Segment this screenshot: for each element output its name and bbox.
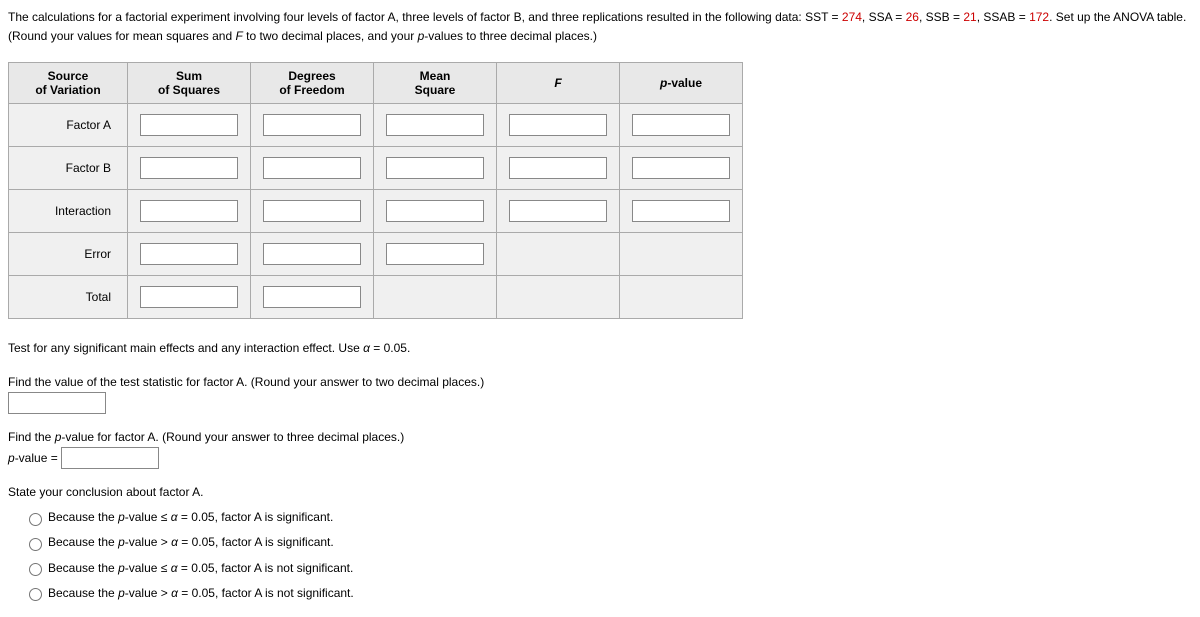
test-stat-A-block: Find the value of the test statistic for… [8,373,1192,414]
input-error-df[interactable] [263,243,361,265]
input-pvalue-A[interactable] [61,447,159,469]
input-factorA-f[interactable] [509,114,607,136]
input-interaction-f[interactable] [509,200,607,222]
input-error-ms[interactable] [386,243,484,265]
row-label-total: Total [9,276,128,319]
input-interaction-p[interactable] [632,200,730,222]
table-row: Error [9,233,743,276]
input-factorB-ms[interactable] [386,157,484,179]
input-factorA-df[interactable] [263,114,361,136]
input-factorB-p[interactable] [632,157,730,179]
input-factorB-ss[interactable] [140,157,238,179]
input-factorA-ss[interactable] [140,114,238,136]
radio-label-2: Because the p-value > α = 0.05, factor A… [48,533,334,552]
header-f: F [497,63,620,104]
conclusion-A-block: State your conclusion about factor A. Be… [8,483,1192,603]
input-interaction-ss[interactable] [140,200,238,222]
header-source: Sourceof Variation [9,63,128,104]
input-factorA-ms[interactable] [386,114,484,136]
table-row: Total [9,276,743,319]
pvalue-A-block: Find the p-value for factor A. (Round yo… [8,428,1192,469]
radio-concA-4[interactable] [29,588,42,601]
input-interaction-ms[interactable] [386,200,484,222]
input-error-ss[interactable] [140,243,238,265]
row-label-factorB: Factor B [9,147,128,190]
radio-concA-3[interactable] [29,563,42,576]
header-ss: Sumof Squares [128,63,251,104]
radio-concA-2[interactable] [29,538,42,551]
input-factorA-p[interactable] [632,114,730,136]
input-test-stat-A[interactable] [8,392,106,414]
input-factorB-f[interactable] [509,157,607,179]
row-label-interaction: Interaction [9,190,128,233]
radio-label-1: Because the p-value ≤ α = 0.05, factor A… [48,508,333,527]
problem-statement: The calculations for a factorial experim… [8,8,1192,46]
header-pvalue: p-value [620,63,743,104]
input-interaction-df[interactable] [263,200,361,222]
table-row: Interaction [9,190,743,233]
radio-concA-1[interactable] [29,513,42,526]
radio-label-3: Because the p-value ≤ α = 0.05, factor A… [48,559,353,578]
table-row: Factor B [9,147,743,190]
header-df: Degreesof Freedom [251,63,374,104]
table-row: Factor A [9,104,743,147]
anova-table: Sourceof Variation Sumof Squares Degrees… [8,62,743,319]
row-label-error: Error [9,233,128,276]
input-factorB-df[interactable] [263,157,361,179]
alpha-instruction: Test for any significant main effects an… [8,339,1192,358]
input-total-df[interactable] [263,286,361,308]
input-total-ss[interactable] [140,286,238,308]
header-ms: MeanSquare [374,63,497,104]
row-label-factorA: Factor A [9,104,128,147]
